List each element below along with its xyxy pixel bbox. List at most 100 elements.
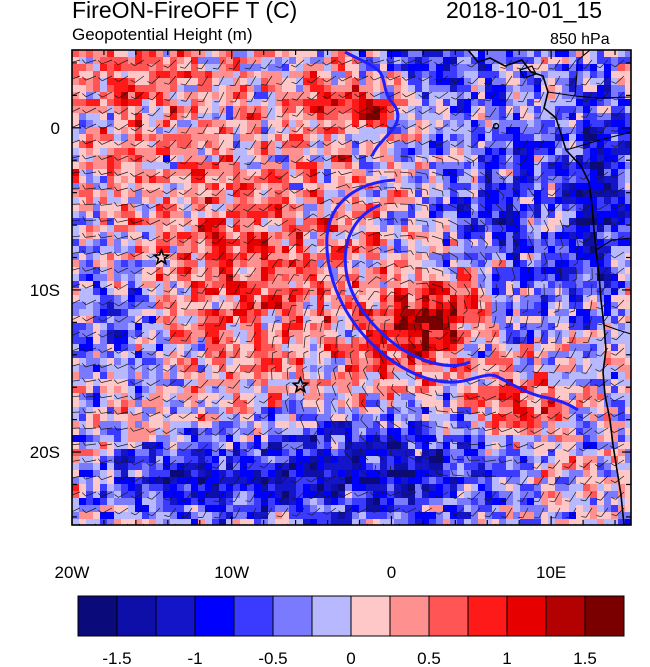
field-cell xyxy=(471,393,479,401)
field-cell xyxy=(422,253,430,261)
field-cell xyxy=(436,190,444,198)
field-cell xyxy=(275,449,283,457)
field-cell xyxy=(352,211,360,219)
field-cell xyxy=(296,134,304,142)
field-cell xyxy=(373,127,381,135)
field-cell xyxy=(366,211,374,219)
field-cell xyxy=(576,449,584,457)
field-cell xyxy=(415,204,423,212)
field-cell xyxy=(310,330,318,338)
field-cell xyxy=(324,197,332,205)
field-cell xyxy=(436,134,444,142)
field-cell xyxy=(436,120,444,128)
field-cell xyxy=(240,463,248,471)
field-cell xyxy=(240,211,248,219)
field-cell xyxy=(156,379,164,387)
field-cell xyxy=(422,50,430,58)
field-cell xyxy=(359,456,367,464)
field-cell xyxy=(317,449,325,457)
field-cell xyxy=(303,337,311,345)
field-cell xyxy=(254,155,262,163)
field-cell xyxy=(359,428,367,436)
field-cell xyxy=(177,330,185,338)
field-cell xyxy=(310,176,318,184)
field-cell xyxy=(345,246,353,254)
field-cell xyxy=(107,379,115,387)
field-cell xyxy=(317,141,325,149)
field-cell xyxy=(212,239,220,247)
field-cell xyxy=(562,162,570,170)
field-cell xyxy=(254,435,262,443)
field-cell xyxy=(457,351,465,359)
field-cell xyxy=(520,260,528,268)
field-cell xyxy=(212,246,220,254)
field-cell xyxy=(170,449,178,457)
field-cell xyxy=(219,260,227,268)
field-cell xyxy=(268,456,276,464)
field-cell xyxy=(247,302,255,310)
field-cell xyxy=(604,337,612,345)
field-cell xyxy=(170,407,178,415)
field-cell xyxy=(618,92,626,100)
field-cell xyxy=(387,232,395,240)
field-cell xyxy=(219,295,227,303)
temperature-field xyxy=(72,50,631,525)
field-cell xyxy=(135,477,143,485)
field-cell xyxy=(121,337,129,345)
field-cell xyxy=(359,169,367,177)
field-cell xyxy=(121,211,129,219)
field-cell xyxy=(289,442,297,450)
field-cell xyxy=(422,302,430,310)
field-cell xyxy=(107,386,115,394)
field-cell xyxy=(471,148,479,156)
field-cell xyxy=(422,190,430,198)
field-cell xyxy=(191,428,199,436)
field-cell xyxy=(513,372,521,380)
field-cell xyxy=(79,463,87,471)
field-cell xyxy=(261,372,269,380)
field-cell xyxy=(359,120,367,128)
field-cell xyxy=(296,484,304,492)
field-cell xyxy=(583,134,591,142)
field-cell xyxy=(415,64,423,72)
field-cell xyxy=(331,344,339,352)
field-cell xyxy=(149,428,157,436)
field-cell xyxy=(324,120,332,128)
field-cell xyxy=(142,71,150,79)
field-cell xyxy=(450,281,458,289)
field-cell xyxy=(296,92,304,100)
field-cell xyxy=(324,470,332,478)
field-cell xyxy=(114,176,122,184)
field-cell xyxy=(240,162,248,170)
field-cell xyxy=(555,85,563,93)
field-cell xyxy=(296,141,304,149)
field-cell xyxy=(457,470,465,478)
field-cell xyxy=(415,134,423,142)
field-cell xyxy=(604,470,612,478)
field-cell xyxy=(541,414,549,422)
field-cell xyxy=(506,428,514,436)
field-cell xyxy=(408,323,416,331)
field-cell xyxy=(226,141,234,149)
field-cell xyxy=(212,407,220,415)
field-cell xyxy=(380,260,388,268)
field-cell xyxy=(324,148,332,156)
field-cell xyxy=(548,421,556,429)
field-cell xyxy=(240,379,248,387)
field-cell xyxy=(79,365,87,373)
field-cell xyxy=(212,169,220,177)
field-cell xyxy=(226,218,234,226)
field-cell xyxy=(142,365,150,373)
field-cell xyxy=(282,176,290,184)
field-cell xyxy=(436,211,444,219)
field-cell xyxy=(198,274,206,282)
field-cell xyxy=(485,127,493,135)
field-cell xyxy=(548,463,556,471)
field-cell xyxy=(107,442,115,450)
field-cell xyxy=(79,267,87,275)
field-cell xyxy=(359,470,367,478)
field-cell xyxy=(506,407,514,415)
field-cell xyxy=(261,323,269,331)
field-cell xyxy=(562,372,570,380)
field-cell xyxy=(310,337,318,345)
